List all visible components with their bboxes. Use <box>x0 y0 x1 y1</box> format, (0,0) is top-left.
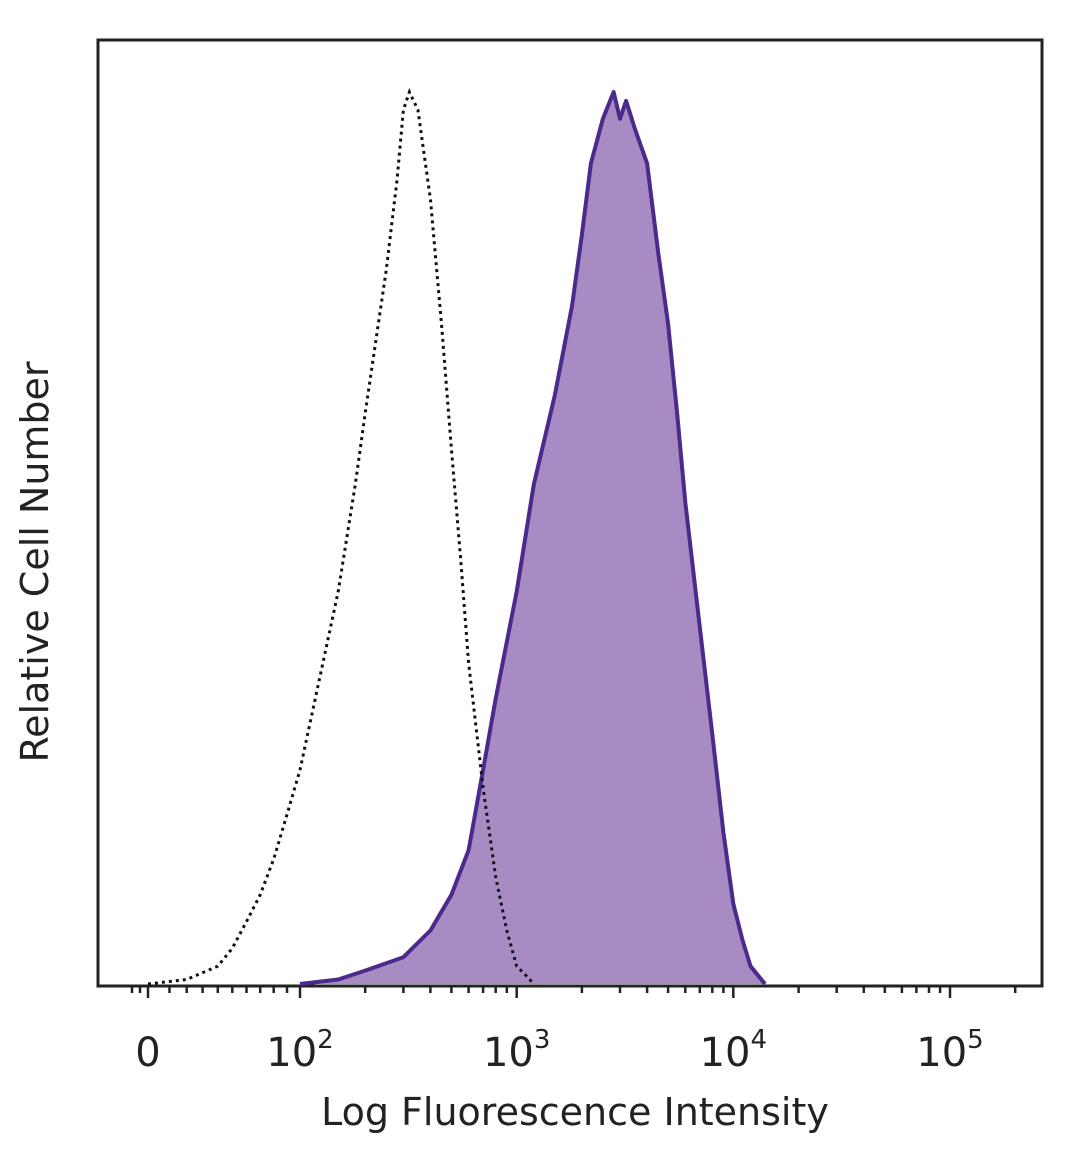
x-axis-tick-labels: 0 102 103 104 105 <box>135 1025 983 1076</box>
series-layer <box>147 88 767 986</box>
x-tick-label: 102 <box>266 1025 333 1076</box>
x-tick-label: 0 <box>135 1030 160 1076</box>
x-axis-ticks <box>130 986 1017 998</box>
x-tick-label: 104 <box>700 1025 767 1076</box>
y-axis-title: Relative Cell Number <box>13 361 57 762</box>
x-tick-label: 103 <box>483 1025 550 1076</box>
x-tick-label: 105 <box>916 1025 983 1076</box>
dotted-histogram-line <box>147 88 535 986</box>
x-axis-title: Log Fluorescence Intensity <box>321 1090 829 1134</box>
filled-histogram-outline <box>299 90 767 986</box>
filled-histogram-area <box>300 92 765 984</box>
